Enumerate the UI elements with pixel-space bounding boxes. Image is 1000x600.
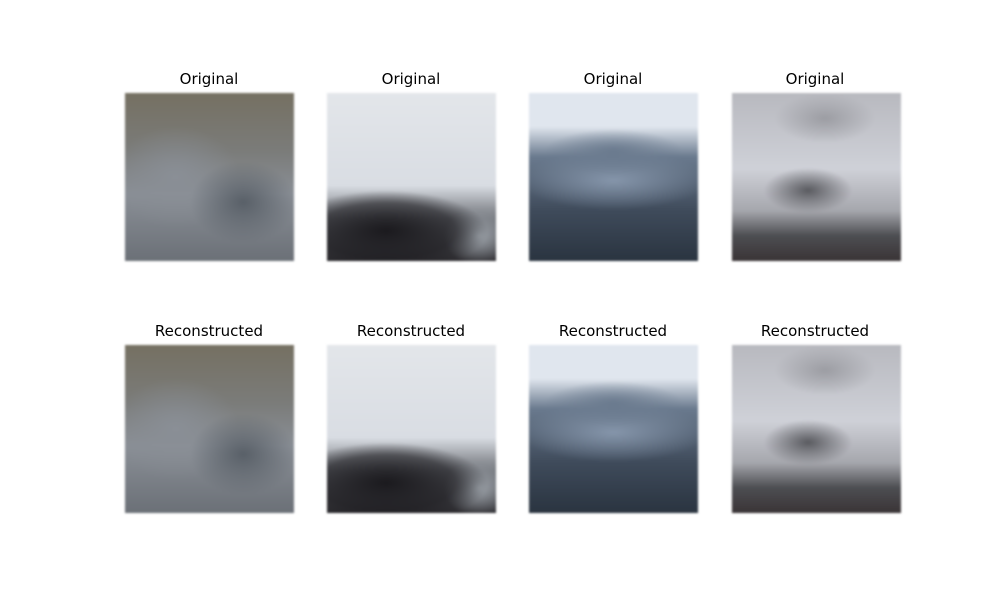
reconstructed-image-3 [529, 345, 698, 513]
image-canvas [125, 93, 294, 261]
reconstructed-image-1 [125, 345, 294, 513]
original-image-1 [125, 93, 294, 261]
panel-title: Reconstructed [558, 322, 668, 340]
original-image-4 [732, 93, 901, 261]
panel-title: Original [785, 70, 845, 88]
image-canvas [327, 345, 496, 513]
original-image-2 [327, 93, 496, 261]
image-canvas [529, 93, 698, 261]
panel-title: Original [381, 70, 441, 88]
image-canvas [732, 345, 901, 513]
image-canvas [125, 345, 294, 513]
panel-title: Reconstructed [356, 322, 466, 340]
reconstructed-image-2 [327, 345, 496, 513]
panel-title: Reconstructed [760, 322, 870, 340]
reconstructed-image-4 [732, 345, 901, 513]
panel-title: Original [583, 70, 643, 88]
panel-title: Original [179, 70, 239, 88]
image-canvas [327, 93, 496, 261]
image-canvas [529, 345, 698, 513]
image-canvas [732, 93, 901, 261]
panel-title: Reconstructed [154, 322, 264, 340]
original-image-3 [529, 93, 698, 261]
